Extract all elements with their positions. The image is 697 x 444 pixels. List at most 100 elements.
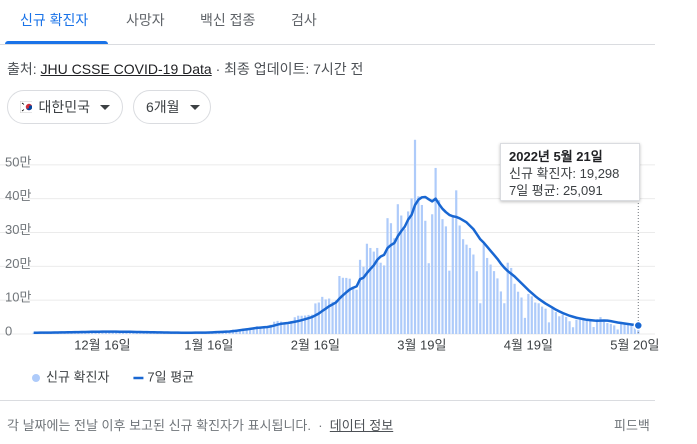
flag-icon	[20, 101, 33, 113]
bar	[396, 204, 399, 334]
bar	[273, 321, 276, 334]
tab[interactable]: 검사	[291, 12, 317, 28]
tab-divider	[0, 44, 655, 45]
bar	[386, 218, 389, 334]
bar	[413, 139, 417, 334]
period-label: 6개월	[146, 99, 180, 115]
bar	[551, 308, 554, 334]
bar	[286, 324, 290, 334]
bar	[108, 331, 111, 334]
hover-point	[633, 320, 644, 331]
dropdown-caret	[189, 104, 200, 110]
bar	[499, 291, 502, 334]
bar	[407, 211, 410, 334]
region-dropdown[interactable]: 대한민국	[7, 90, 123, 124]
y-tick-label: 50만	[5, 154, 31, 169]
bar	[410, 198, 413, 334]
tooltip-title: 2022년 5월 21일	[509, 149, 603, 164]
dropdown-caret	[100, 104, 110, 110]
bar	[541, 306, 544, 334]
bar	[630, 324, 633, 334]
tooltip-row: 7일 평균: 25,091	[509, 183, 603, 198]
bar	[482, 243, 485, 334]
bar	[578, 317, 581, 334]
trend-line	[33, 195, 639, 334]
footer-divider	[0, 400, 655, 401]
legend-item: 7일 평균	[133, 369, 194, 384]
bar	[32, 332, 35, 334]
y-tick-label: 0	[5, 323, 12, 338]
bar	[516, 291, 520, 334]
bar	[115, 332, 118, 334]
bar	[279, 321, 283, 334]
bar	[520, 297, 523, 334]
bar	[475, 271, 478, 334]
bar	[486, 257, 489, 334]
bar	[523, 317, 527, 334]
bar	[249, 327, 252, 334]
bar	[527, 293, 530, 334]
bar	[451, 216, 454, 334]
bar	[379, 262, 382, 334]
legend-swatch	[32, 374, 40, 382]
tab[interactable]: 신규 확진자	[20, 12, 89, 28]
bar	[503, 303, 506, 334]
tab[interactable]: 백신 접종	[200, 12, 256, 28]
bar	[609, 323, 612, 334]
bar	[554, 312, 557, 334]
feedback-link[interactable]: 피드백	[614, 418, 650, 433]
tab[interactable]: 사망자	[126, 12, 165, 28]
bar	[352, 286, 355, 334]
bar	[427, 263, 430, 334]
bar	[362, 266, 365, 334]
bar	[565, 316, 568, 334]
bar	[262, 327, 265, 334]
bar	[602, 321, 606, 334]
x-tick-label: 5월 20일	[610, 337, 659, 352]
period-dropdown[interactable]: 6개월	[133, 90, 211, 124]
x-tick-label: 2월 16일	[291, 337, 340, 352]
source-link[interactable]: JHU CSSE COVID-19 Data	[40, 61, 212, 77]
x-tick-label: 3월 19일	[397, 337, 446, 352]
bar	[238, 329, 241, 334]
bar	[537, 303, 540, 334]
region-label: 대한민국	[38, 99, 90, 115]
source-label: 출처:	[7, 61, 37, 77]
active-tab-indicator	[5, 41, 108, 44]
bar	[269, 324, 272, 334]
bar	[355, 289, 358, 334]
bar	[331, 301, 334, 334]
bar	[468, 247, 472, 334]
tooltip-row: 신규 확진자: 19,298	[509, 166, 620, 181]
bar	[382, 265, 386, 334]
data-info-link[interactable]: 데이터 정보	[329, 418, 394, 433]
bar	[461, 239, 465, 334]
bar	[595, 319, 599, 334]
bar	[575, 319, 578, 334]
bar	[420, 204, 423, 334]
bar	[317, 302, 320, 334]
bar	[472, 254, 475, 334]
footer-note-line: 각 날짜에는 전날 이후 보고된 신규 확진자가 표시됩니다. · 데이터 정보	[7, 415, 393, 434]
footer-separator: ·	[318, 418, 323, 433]
bar	[266, 326, 269, 334]
bar	[547, 322, 551, 334]
bar	[348, 278, 351, 334]
source-line: 출처: JHU CSSE COVID-19 Data · 최종 업데이트: 7시…	[7, 59, 363, 79]
bar	[334, 300, 338, 334]
bar	[245, 328, 248, 334]
y-tick-label: 20만	[5, 256, 31, 271]
legend-label: 신규 확진자	[46, 369, 109, 384]
x-tick-label: 12월 16일	[74, 337, 130, 352]
bar	[403, 229, 406, 334]
bar	[365, 243, 369, 334]
bar	[465, 244, 468, 334]
bar	[393, 238, 396, 334]
bar	[637, 327, 640, 334]
bar	[300, 315, 303, 334]
bar	[623, 323, 626, 334]
bar	[606, 323, 609, 334]
bar	[441, 219, 444, 334]
bar	[571, 327, 575, 334]
